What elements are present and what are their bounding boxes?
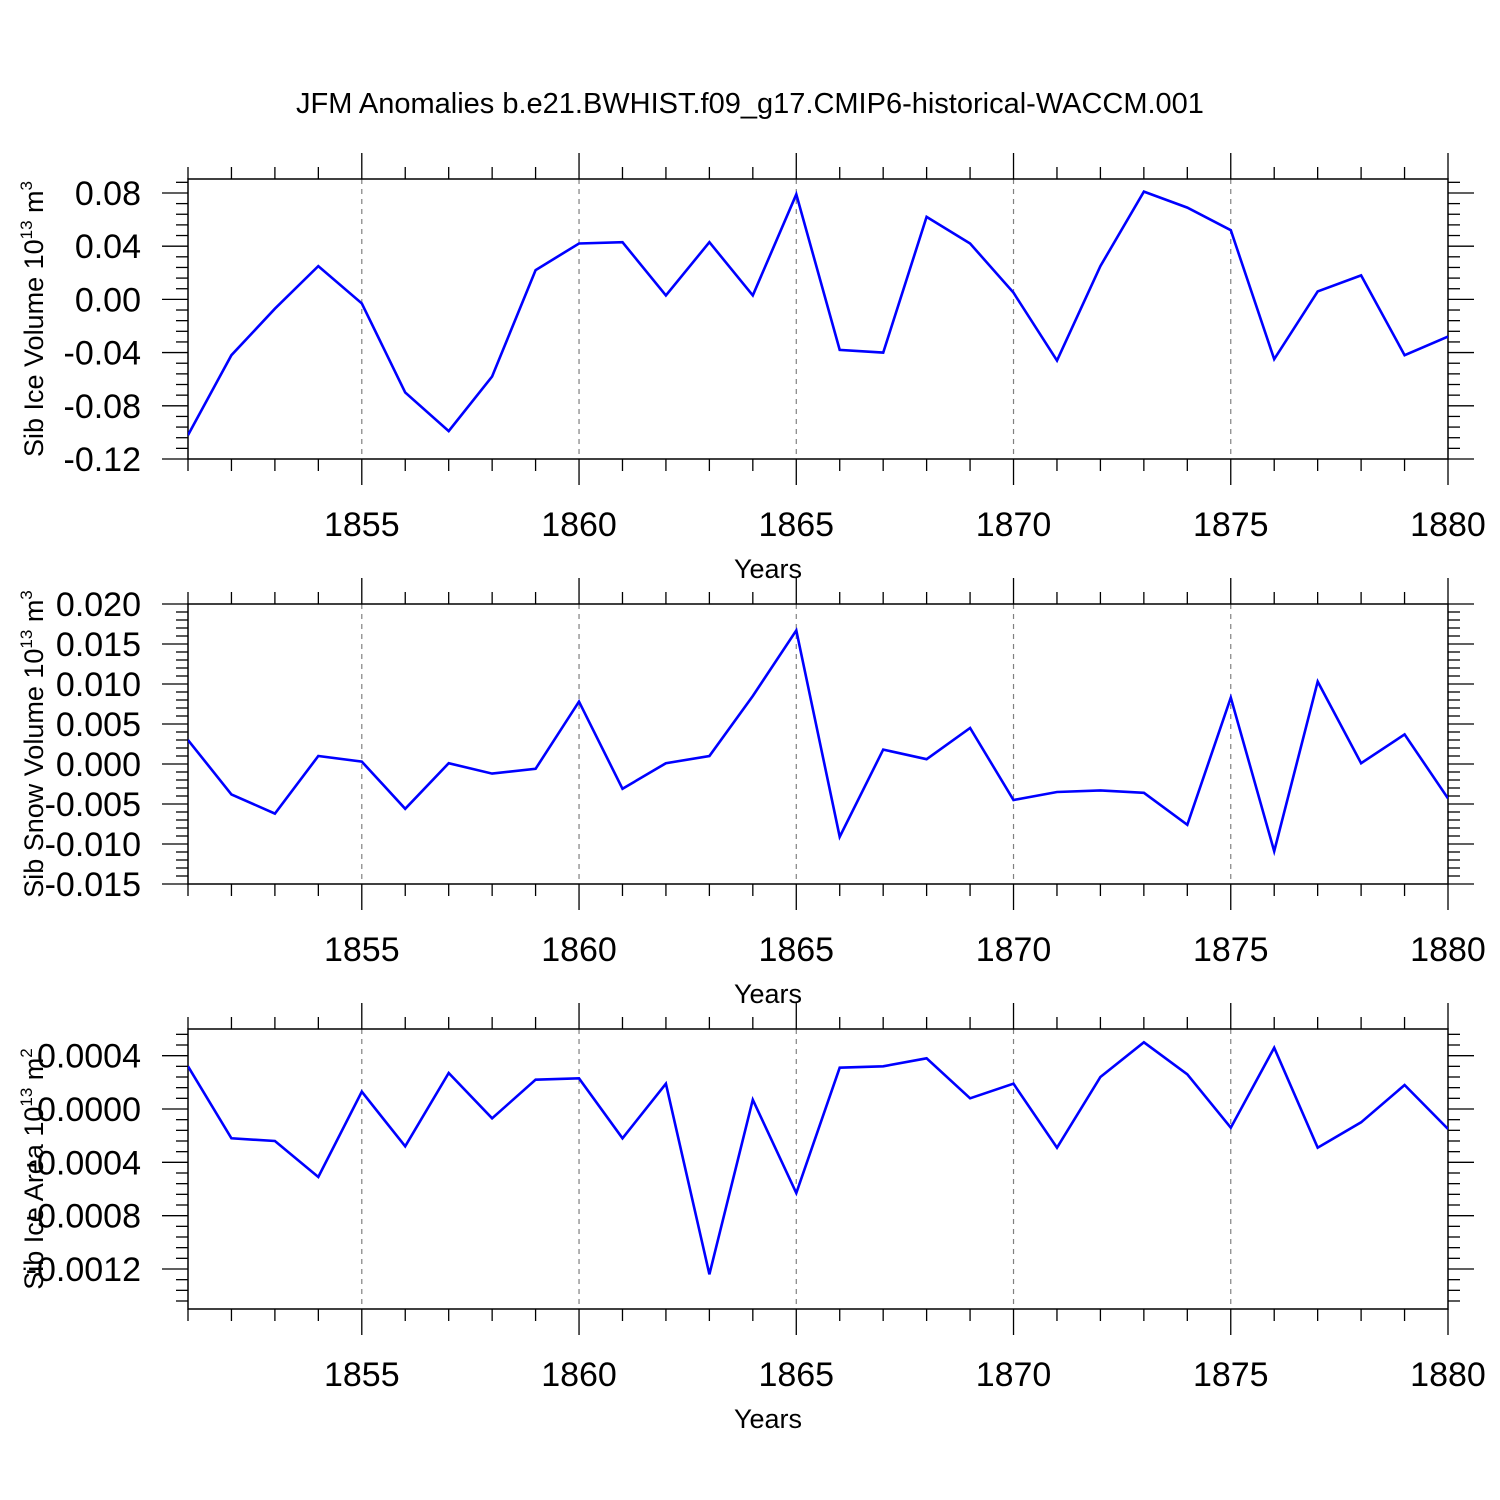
y-tick-label: 0.0004 (37, 1038, 141, 1076)
y-axis-label: Sib Ice Area 1013 m2 (17, 1048, 49, 1290)
y-tick-label: 0.020 (56, 586, 141, 624)
x-tick-label: 1870 (976, 506, 1052, 544)
y-tick-label: -0.010 (45, 826, 141, 864)
series-line (188, 1040, 1448, 1275)
x-tick-label: 1865 (758, 931, 834, 969)
x-tick-label: 1880 (1410, 1356, 1486, 1394)
x-tick-label: 1865 (758, 506, 834, 544)
x-tick-label: 1880 (1410, 506, 1486, 544)
x-tick-label: 1855 (324, 506, 400, 544)
y-tick-label: -0.015 (45, 866, 141, 904)
x-tick-label: 1880 (1410, 931, 1486, 969)
x-tick-label: 1875 (1193, 931, 1269, 969)
y-tick-label: -0.005 (45, 786, 141, 824)
y-tick-label: 0.005 (56, 706, 141, 744)
x-tick-label: 1860 (541, 1356, 617, 1394)
x-tick-label: 1870 (976, 931, 1052, 969)
panel-ice-area: 1855 1860 1865 1870 1875 1880 -0.0012 -0.0008 -0… (17, 1003, 1486, 1434)
y-tick-label: -0.08 (64, 388, 142, 426)
y-tick-label: 0.04 (75, 228, 141, 266)
panel-snow-volume: 1855 1860 1865 1870 1875 1880 -0.015-0.010-0.0… (17, 578, 1486, 1009)
panel-ice-volume: 1855 1860 1865 1870 1875 1880 -0.12 -0.08 -0.04 0… (17, 153, 1486, 584)
y-tick-label: 0.08 (75, 175, 141, 213)
x-tick-label: 1855 (324, 931, 400, 969)
y-tick-label: -0.12 (64, 441, 142, 479)
series-line (188, 190, 1448, 436)
y-tick-label: 0.010 (56, 666, 141, 704)
y-axis-label: Sib Snow Volume 1013 m3 (17, 590, 49, 898)
x-tick-label: 1865 (758, 1356, 834, 1394)
series-line (188, 627, 1448, 857)
y-tick-label: -0.0012 (26, 1251, 141, 1289)
x-tick-label: 1875 (1193, 1356, 1269, 1394)
x-tick-label: 1875 (1193, 506, 1269, 544)
x-tick-label: 1870 (976, 1356, 1052, 1394)
plot-frame (187, 178, 1449, 460)
y-tick-label: -0.0008 (26, 1198, 141, 1236)
y-tick-label: 0.015 (56, 626, 141, 664)
x-axis-label: Years (734, 979, 802, 1009)
y-tick-label: -0.04 (64, 335, 142, 373)
plot-frame (187, 603, 1449, 885)
x-axis-label: Years (734, 1404, 802, 1434)
x-tick-label: 1855 (324, 1356, 400, 1394)
x-tick-label: 1860 (541, 506, 617, 544)
y-tick-label: 0.0000 (37, 1091, 141, 1129)
x-axis-label: Years (734, 554, 802, 584)
x-tick-label: 1860 (541, 931, 617, 969)
y-axis-label: Sib Ice Volume 1013 m3 (17, 181, 49, 457)
plot-frame (187, 1028, 1449, 1310)
y-tick-label: 0.00 (75, 281, 141, 319)
chart-title: JFM Anomalies b.e21.BWHIST.f09_g17.CMIP6… (296, 88, 1204, 120)
y-tick-label: 0.000 (56, 746, 141, 784)
y-tick-label: -0.0004 (26, 1144, 141, 1182)
